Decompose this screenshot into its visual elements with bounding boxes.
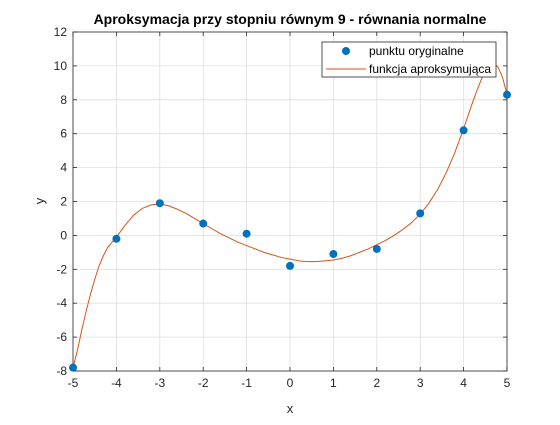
x-tick-label: -5 — [68, 376, 79, 390]
data-point — [112, 234, 121, 243]
x-tick-label: -2 — [198, 376, 209, 390]
data-point — [69, 363, 77, 372]
data-point — [372, 244, 381, 253]
legend: punktu oryginalne funkcja aproksymująca — [321, 41, 497, 78]
y-tick-label: -2 — [56, 262, 67, 276]
y-tick-label: 12 — [54, 25, 68, 39]
data-point — [416, 209, 425, 218]
data-point — [199, 219, 208, 228]
legend-marker-scatter — [342, 47, 350, 55]
x-tick-label: 5 — [504, 376, 511, 390]
y-tick-label: 10 — [54, 59, 68, 73]
y-tick-label: -8 — [56, 364, 67, 378]
x-tick-label: 2 — [373, 376, 380, 390]
y-tick-label: 6 — [60, 127, 67, 141]
y-tick-label: 2 — [60, 195, 67, 209]
x-axis-label: x — [287, 401, 294, 416]
y-tick-label: -6 — [56, 330, 67, 344]
data-point — [242, 229, 251, 238]
data-point — [286, 261, 294, 270]
x-tick-label: -1 — [241, 376, 252, 390]
y-tick-label: -4 — [56, 296, 67, 310]
x-tick-label: -4 — [111, 376, 122, 390]
x-tick-label: 3 — [417, 376, 424, 390]
x-tick-label: 4 — [460, 376, 467, 390]
x-tick-label: -3 — [154, 376, 165, 390]
y-tick-label: 4 — [60, 161, 67, 175]
chart-title: Aproksymacja przy stopniu równym 9 - rów… — [94, 11, 487, 27]
x-tick-label: 1 — [330, 376, 337, 390]
y-tick-label: 0 — [60, 228, 67, 242]
x-tick-label: 0 — [287, 376, 294, 390]
data-point — [329, 250, 338, 259]
data-point — [155, 199, 164, 208]
y-axis-label: y — [32, 197, 47, 204]
data-point — [459, 126, 468, 135]
legend-box — [321, 41, 497, 78]
legend-label-scatter: punktu oryginalne — [369, 44, 464, 58]
y-tick-label: 8 — [60, 93, 67, 107]
legend-label-line: funkcja aproksymująca — [369, 62, 491, 76]
data-point — [503, 90, 511, 99]
